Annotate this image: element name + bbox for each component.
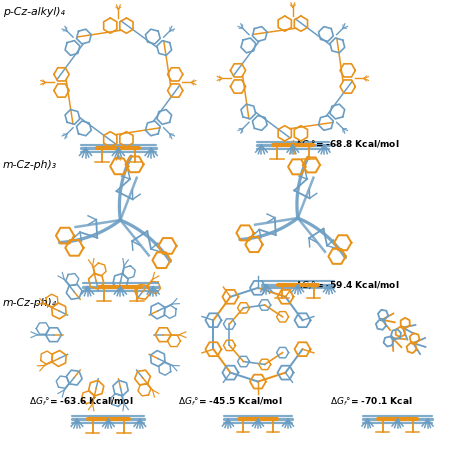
Text: $\Delta G_f°$= -45.5 Kcal/mol: $\Delta G_f°$= -45.5 Kcal/mol	[178, 395, 283, 408]
Text: p-Cz-alkyl)₄: p-Cz-alkyl)₄	[3, 7, 64, 17]
Text: m-Cz-ph)₄: m-Cz-ph)₄	[3, 298, 57, 308]
Text: $\Delta G_f°$= -68.8 Kcal/mol: $\Delta G_f°$= -68.8 Kcal/mol	[295, 138, 399, 151]
Text: m-Cz-ph)₃: m-Cz-ph)₃	[3, 160, 57, 170]
Text: $\Delta G_f°$= -63.6 Kcal/mol: $\Delta G_f°$= -63.6 Kcal/mol	[28, 395, 133, 408]
Text: $\Delta G_f°$= -70.1 Kcal: $\Delta G_f°$= -70.1 Kcal	[330, 395, 412, 408]
Text: $\Delta G_f°$= -59.4 Kcal/mol: $\Delta G_f°$= -59.4 Kcal/mol	[295, 280, 400, 292]
